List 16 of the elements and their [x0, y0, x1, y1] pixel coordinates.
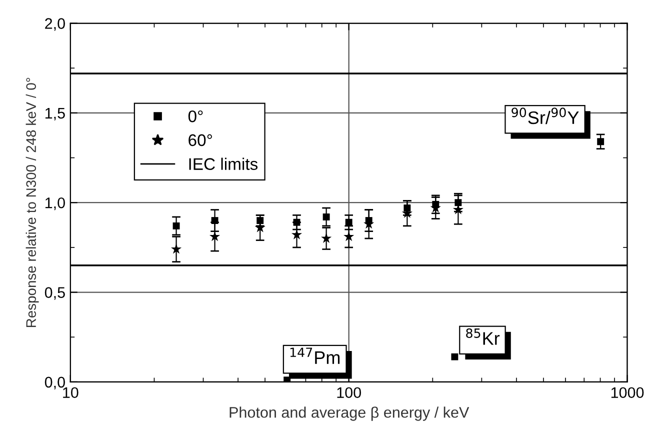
x-tick-label: 100 — [337, 387, 361, 398]
annotation: $^{90}$Sr/$^{90}$Y — [512, 108, 579, 124]
legend-label: 60° — [188, 134, 212, 146]
y-tick-label: 2,0 — [45, 18, 65, 31]
y-tick-label: 1,5 — [45, 108, 65, 120]
y-tick-label: 0,5 — [44, 287, 65, 300]
y-tick-label: 0,0 — [44, 376, 65, 390]
x-tick-label: 10 — [63, 387, 78, 398]
x-axis-title: Photon and average β energy / keV — [230, 406, 470, 421]
annotation: $^{85}$Kr — [466, 328, 500, 345]
x-tick-label: 1000 — [611, 387, 644, 398]
y-tick-label: 1,0 — [45, 197, 65, 210]
annotation: $^{147}$Pm — [290, 348, 340, 364]
legend-label: 0° — [188, 110, 203, 122]
y-axis-title: Response relative to N300 / 248 keV / 0° — [26, 78, 39, 327]
legend-label: IEC limits — [189, 158, 258, 170]
